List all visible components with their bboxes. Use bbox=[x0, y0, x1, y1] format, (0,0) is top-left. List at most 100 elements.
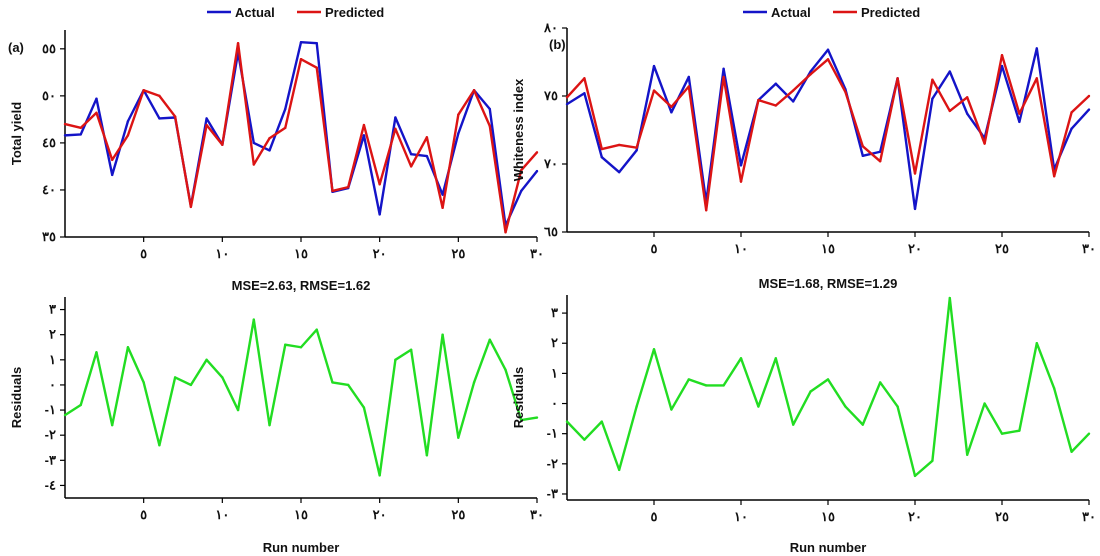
data-point bbox=[931, 459, 934, 463]
data-point bbox=[966, 112, 969, 115]
data-point bbox=[757, 405, 760, 408]
data-point bbox=[111, 173, 114, 177]
x-tick-label: ٢٥ bbox=[995, 509, 1009, 524]
data-point bbox=[520, 418, 523, 422]
data-point bbox=[652, 348, 656, 351]
series-line-1 bbox=[566, 47, 1090, 211]
data-point bbox=[670, 408, 673, 411]
data-point bbox=[95, 111, 98, 115]
data-point bbox=[1087, 432, 1091, 435]
data-point bbox=[504, 368, 507, 372]
x-tick-label: ٣٠ bbox=[530, 246, 544, 261]
data-point bbox=[635, 146, 638, 149]
data-point bbox=[520, 189, 523, 193]
x-tick-label: ٢٥ bbox=[995, 241, 1009, 256]
data-point bbox=[441, 206, 444, 210]
data-point bbox=[205, 117, 208, 120]
y-axis-label: Whiteness index bbox=[511, 78, 526, 181]
data-point bbox=[1070, 450, 1073, 453]
data-point bbox=[189, 383, 193, 387]
data-point bbox=[347, 383, 350, 387]
data-point bbox=[861, 145, 864, 148]
data-point bbox=[158, 444, 161, 447]
data-point bbox=[158, 117, 161, 120]
data-point bbox=[739, 357, 743, 360]
data-point bbox=[844, 90, 847, 94]
data-point bbox=[299, 57, 303, 61]
data-point bbox=[457, 436, 460, 439]
data-point bbox=[268, 423, 271, 427]
x-tick-label: ٥ bbox=[651, 509, 658, 524]
data-point bbox=[425, 454, 429, 457]
data-point bbox=[774, 357, 777, 360]
chart-panel-2: ٥ ١٠ ١٥ ٢٠ ٢٥ ٣٠ ٦٥ ٧٠ ٧٥ ٨٠ Whiteness index (b) Act… bbox=[511, 5, 1096, 256]
data-point bbox=[1018, 429, 1021, 432]
data-point bbox=[652, 89, 656, 92]
legend-label: Actual bbox=[235, 5, 275, 20]
data-point bbox=[722, 67, 725, 71]
data-point bbox=[362, 406, 366, 409]
data-point bbox=[896, 77, 899, 80]
y-tick-label: ٢ bbox=[49, 327, 56, 342]
data-point bbox=[948, 296, 951, 300]
y-axis-label: Residuals bbox=[511, 367, 526, 428]
data-point bbox=[774, 82, 777, 85]
y-tick-label: ٣٥ bbox=[42, 229, 56, 244]
y-tick-label: -٢ bbox=[547, 456, 558, 471]
data-point bbox=[565, 96, 569, 99]
y-tick-label: -٢ bbox=[45, 427, 56, 442]
series-line-2 bbox=[64, 41, 538, 234]
data-point bbox=[879, 381, 882, 384]
series-line-2 bbox=[566, 54, 1090, 212]
y-tick-label: -٣ bbox=[45, 452, 56, 467]
data-point bbox=[565, 420, 569, 423]
data-point bbox=[488, 124, 491, 128]
data-point bbox=[236, 41, 240, 45]
y-tick-label: -٣ bbox=[547, 486, 558, 501]
data-point bbox=[315, 41, 318, 45]
data-point bbox=[635, 149, 638, 152]
data-point bbox=[409, 165, 413, 168]
x-tick-label: ١٥ bbox=[294, 507, 308, 522]
data-point bbox=[931, 78, 934, 81]
y-tick-label: -١ bbox=[547, 426, 558, 441]
y-tick-label: ٠ bbox=[49, 377, 56, 392]
x-tick-label: ٢٥ bbox=[451, 246, 465, 261]
data-point bbox=[252, 163, 255, 166]
data-point bbox=[331, 381, 334, 384]
x-tick-label: ٢٠ bbox=[908, 509, 922, 524]
y-axis-label: Total yield bbox=[9, 102, 24, 165]
data-point bbox=[722, 75, 725, 79]
chart-panel-3: ٥ ١٠ ١٥ ٢٠ ٢٥ ٣٠ -٤ -٣ -٢ -١ ٠ ١ ٢ ٣ Residuals Run numb… bbox=[9, 278, 544, 555]
y-tick-label: ٠ bbox=[551, 396, 558, 411]
y-tick-label: ٤٠ bbox=[42, 182, 56, 197]
data-point bbox=[63, 413, 67, 417]
y-tick-label: ٥٥ bbox=[42, 41, 56, 56]
x-tick-label: ١٠ bbox=[215, 246, 229, 261]
data-point bbox=[221, 143, 224, 146]
data-point bbox=[394, 127, 397, 130]
data-point bbox=[252, 141, 255, 145]
data-point bbox=[705, 384, 708, 387]
data-point bbox=[126, 134, 130, 137]
data-point bbox=[1087, 108, 1091, 111]
data-point bbox=[1000, 64, 1004, 68]
data-point bbox=[173, 376, 177, 379]
data-point bbox=[299, 346, 303, 349]
data-point bbox=[687, 85, 690, 88]
data-point bbox=[861, 423, 864, 426]
data-point bbox=[284, 107, 287, 111]
data-point bbox=[142, 381, 145, 384]
x-tick-label: ٢٠ bbox=[908, 241, 922, 256]
data-point bbox=[205, 123, 208, 127]
data-point bbox=[378, 213, 381, 216]
y-axis-label: Residuals bbox=[9, 367, 24, 428]
x-tick-label: ٥ bbox=[140, 507, 147, 522]
data-point bbox=[520, 168, 523, 172]
data-point bbox=[142, 89, 145, 92]
series-line-1 bbox=[64, 41, 538, 227]
data-point bbox=[126, 120, 130, 123]
data-point bbox=[394, 116, 397, 119]
x-tick-label: ٥ bbox=[140, 246, 147, 261]
